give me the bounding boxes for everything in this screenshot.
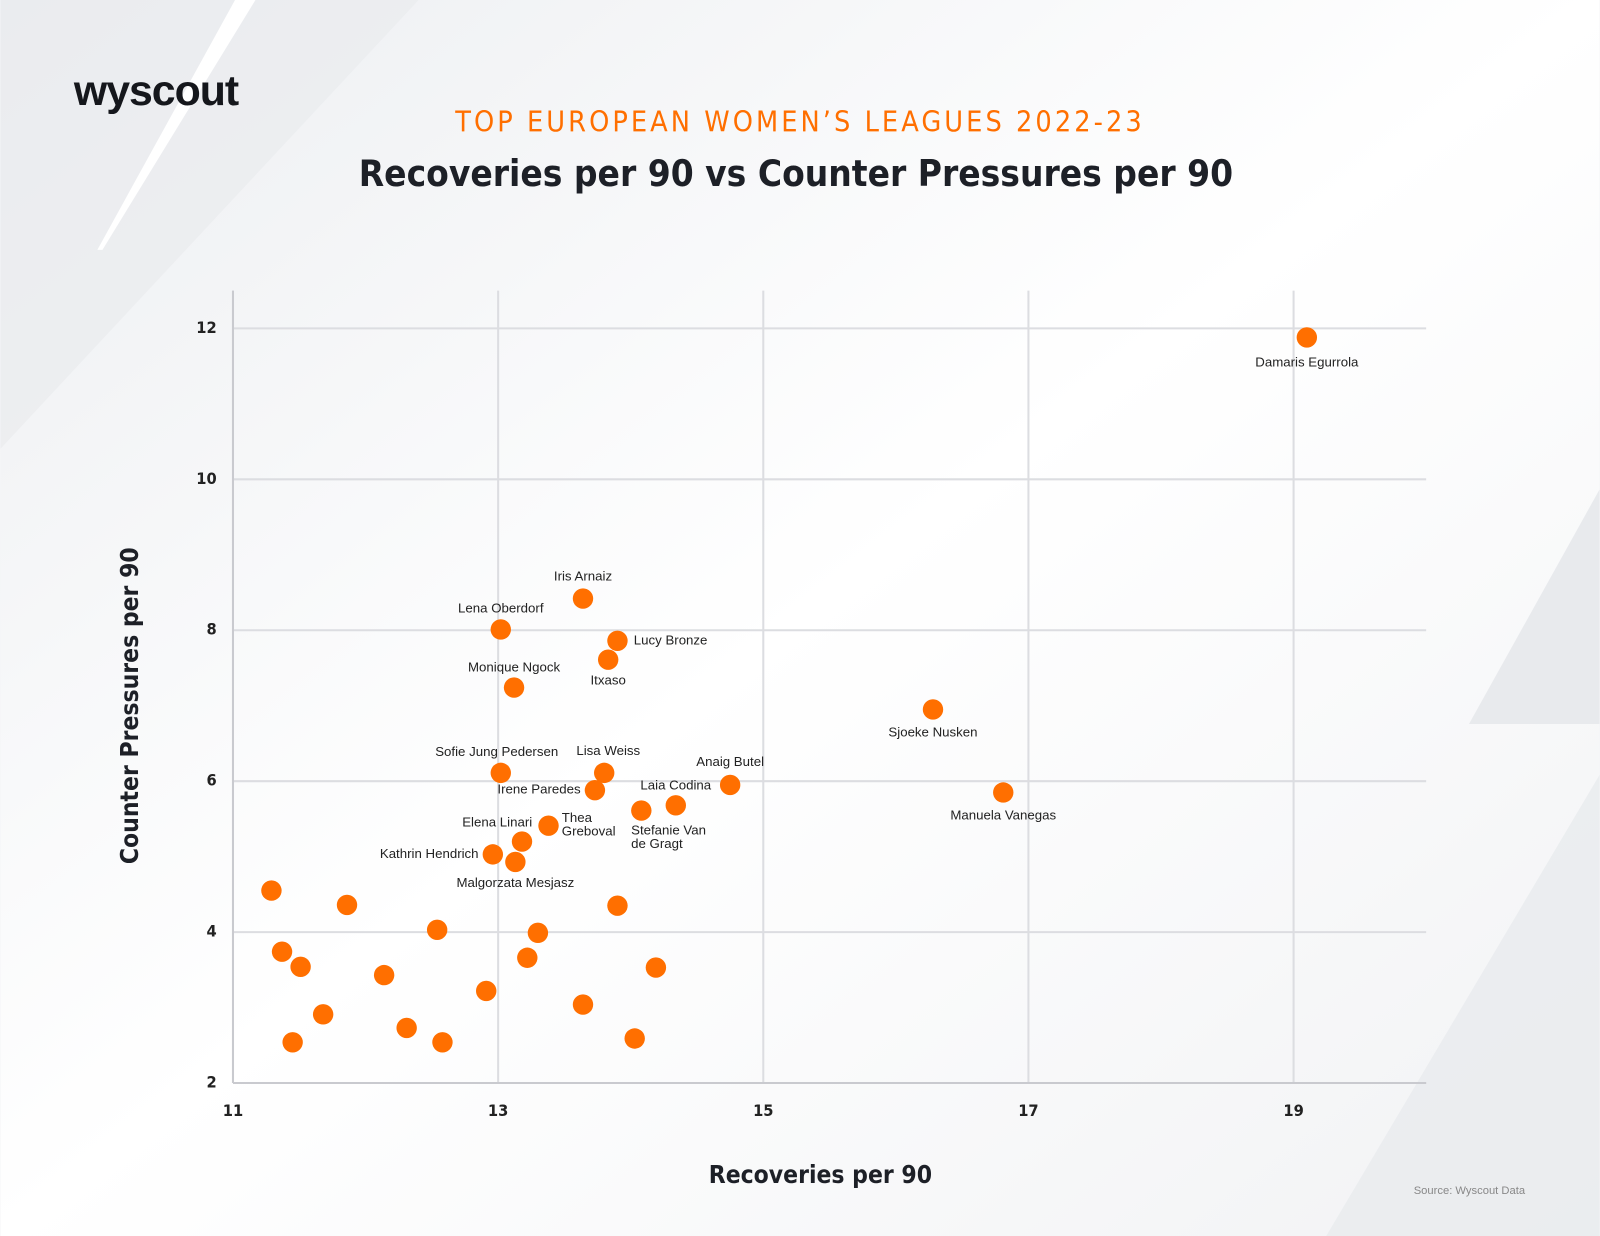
y-tick-label: 12 [196,318,216,337]
heading: TOP EUROPEAN WOMEN’S LEAGUES 2022-23 [454,104,1144,138]
point [490,762,511,784]
point-label: de Gragt [631,836,683,851]
point-label: Monique Ngock [468,660,560,675]
chart-title: Recoveries per 90 vs Counter Pressures p… [359,152,1233,195]
point [597,649,619,670]
point [290,956,311,978]
point-label: Anaig Butel [696,754,764,769]
point [584,780,606,801]
x-tick-label: 15 [753,1101,773,1120]
y-axis-title: Counter Pressures per 90 [115,547,144,864]
point-label: Sofie Jung Pedersen [435,744,558,759]
point-label: Lisa Weiss [576,743,640,758]
point-label: Lucy Bronze [634,632,708,647]
point-label: Kathrin Hendrich [380,846,479,861]
bg-shape [1468,489,1600,725]
point [261,880,282,901]
point [271,941,293,962]
point-label: Lena Oberdorf [458,601,544,616]
bg-shape [1326,775,1600,1236]
point-label: Thea [562,810,593,825]
logo: wyscout [73,67,239,115]
point [631,800,652,821]
point [476,980,497,1002]
point [312,1004,334,1025]
point [432,1032,453,1053]
point [282,1032,303,1053]
point-label: Irene Paredes [497,782,581,797]
point-label: Itxaso [590,673,625,688]
point-label: Damaris Egurrola [1255,354,1359,369]
point [665,795,686,816]
x-tick-label: 13 [488,1101,508,1120]
point [624,1028,645,1049]
point-label: Stefanie Van [631,822,706,837]
point [572,588,594,609]
point [1296,327,1318,348]
point [594,762,615,784]
point [607,895,628,916]
point [490,619,511,640]
bg-stripe [97,0,256,250]
point [527,922,549,944]
point [719,774,741,796]
bg-shape [0,0,419,449]
point [607,630,628,652]
point [993,782,1014,803]
point [426,919,448,941]
point [396,1017,417,1039]
point [538,815,559,836]
point [517,947,538,968]
point-label: Malgorzata Mesjasz [456,875,574,890]
y-tick-label: 6 [206,771,216,790]
point [922,699,944,720]
point [511,831,533,852]
point [572,994,594,1015]
point [505,851,526,873]
x-axis-title: Recoveries per 90 [709,1160,932,1189]
point-label: Elena Linari [462,815,532,830]
y-tick-label: 2 [206,1073,216,1092]
source: Source: Wyscout Data [1414,1185,1526,1197]
y-tick-label: 8 [206,620,216,639]
point [482,844,504,865]
point-label: Laia Codina [640,777,711,792]
point [503,677,525,698]
point-label: Sjoeke Nusken [888,724,977,739]
point [336,894,358,916]
x-tick-label: 11 [223,1101,243,1120]
y-tick-label: 4 [206,922,216,941]
x-tick-label: 17 [1018,1101,1038,1120]
x-tick-label: 19 [1283,1101,1303,1120]
point [373,964,395,986]
y-tick-label: 10 [196,469,216,488]
point-label: Manuela Vanegas [950,807,1056,822]
point-label: Greboval [562,823,616,838]
point [645,957,667,978]
point-label: Iris Arnaiz [554,569,612,584]
